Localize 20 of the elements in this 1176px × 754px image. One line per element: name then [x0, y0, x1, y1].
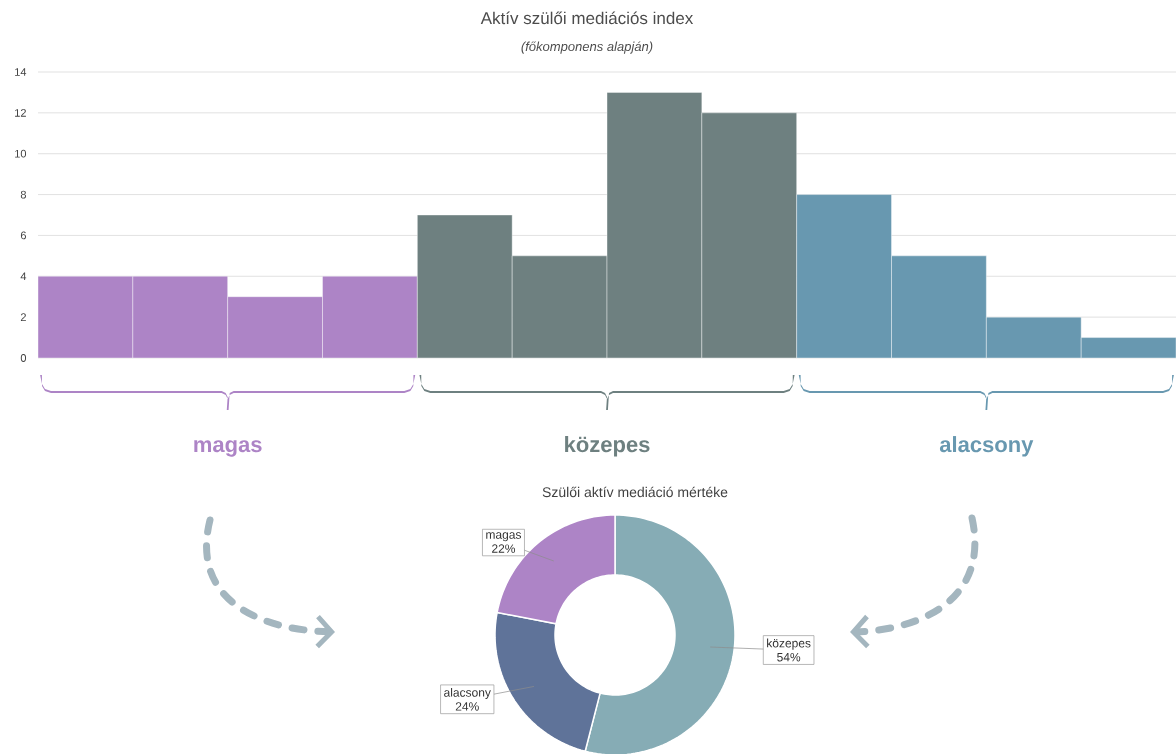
chart-title: Szülői aktív mediáció mértéke: [542, 486, 728, 498]
text: magas: [194, 440, 262, 457]
slice-label: alacsony: [444, 687, 491, 700]
y-tick-label: 10: [15, 149, 27, 158]
y-tick-label: 8: [20, 190, 26, 199]
y-tick-label: 14: [15, 68, 27, 76]
text: közepes: [565, 436, 650, 457]
y-tick-label: 6: [20, 231, 26, 240]
slice-label: közepes: [767, 638, 811, 650]
chart-title: Aktív szülői mediációs index: [480, 11, 694, 25]
data-label: 54%: [777, 653, 801, 662]
text: alacsony: [939, 436, 1034, 457]
y-tick-label: 2: [20, 313, 26, 321]
y-tick-label: 0: [20, 354, 27, 362]
y-tick-label: 4: [20, 272, 27, 281]
data-label: 22%: [492, 544, 516, 553]
slice-label: magas: [486, 532, 522, 542]
chart-subtitle: (főkomponens alapján): [521, 41, 653, 54]
data-label: 24%: [455, 702, 479, 711]
y-tick-label: 12: [15, 109, 26, 117]
